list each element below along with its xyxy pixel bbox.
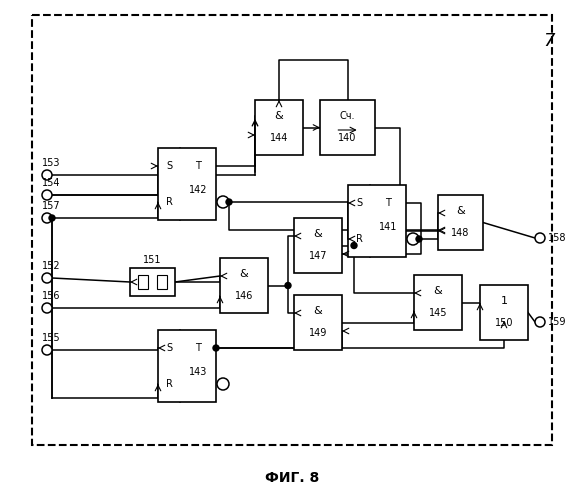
Bar bbox=[348, 185, 406, 257]
Text: 155: 155 bbox=[42, 333, 61, 343]
Circle shape bbox=[42, 303, 52, 313]
Circle shape bbox=[49, 215, 55, 221]
Circle shape bbox=[351, 242, 357, 248]
Circle shape bbox=[213, 345, 219, 351]
Bar bbox=[294, 218, 342, 273]
Text: T: T bbox=[385, 198, 391, 208]
Bar bbox=[158, 148, 216, 220]
Bar bbox=[32, 15, 552, 445]
Text: 157: 157 bbox=[42, 201, 61, 211]
Text: 141: 141 bbox=[379, 222, 397, 232]
Circle shape bbox=[416, 236, 422, 242]
Circle shape bbox=[42, 170, 52, 180]
Circle shape bbox=[535, 233, 545, 243]
Text: R: R bbox=[165, 197, 172, 207]
Text: R: R bbox=[356, 234, 363, 244]
Text: 145: 145 bbox=[429, 308, 447, 318]
Text: 149: 149 bbox=[309, 328, 327, 338]
Text: &: & bbox=[274, 111, 283, 121]
Text: 1: 1 bbox=[500, 296, 507, 306]
Text: &: & bbox=[314, 229, 322, 239]
Text: 153: 153 bbox=[42, 158, 61, 168]
Text: 147: 147 bbox=[309, 251, 327, 261]
Text: 159: 159 bbox=[548, 317, 566, 327]
Bar bbox=[438, 195, 483, 250]
Text: 151: 151 bbox=[143, 255, 162, 265]
Text: &: & bbox=[456, 206, 465, 216]
Circle shape bbox=[42, 213, 52, 223]
Text: 150: 150 bbox=[495, 318, 513, 328]
Text: 144: 144 bbox=[270, 133, 288, 143]
Text: T: T bbox=[195, 343, 201, 353]
Text: S: S bbox=[356, 198, 362, 208]
Circle shape bbox=[42, 345, 52, 355]
Text: &: & bbox=[314, 306, 322, 316]
Bar bbox=[480, 285, 528, 340]
Circle shape bbox=[217, 196, 229, 208]
Bar bbox=[220, 258, 268, 313]
Text: 154: 154 bbox=[42, 178, 61, 188]
Text: 152: 152 bbox=[42, 261, 61, 271]
Text: 7: 7 bbox=[543, 32, 554, 50]
Text: 158: 158 bbox=[548, 233, 566, 243]
Text: 142: 142 bbox=[189, 185, 207, 195]
Bar bbox=[138, 275, 148, 289]
Text: ФИГ. 8: ФИГ. 8 bbox=[265, 471, 319, 485]
Text: 148: 148 bbox=[451, 228, 470, 238]
Circle shape bbox=[226, 199, 232, 205]
Text: 143: 143 bbox=[189, 367, 207, 377]
Circle shape bbox=[535, 317, 545, 327]
Text: &: & bbox=[239, 269, 248, 279]
Text: S: S bbox=[166, 343, 172, 353]
Bar bbox=[130, 268, 175, 296]
Circle shape bbox=[285, 282, 291, 288]
Bar bbox=[157, 275, 167, 289]
Text: T: T bbox=[195, 161, 201, 171]
Circle shape bbox=[407, 233, 419, 245]
Text: 156: 156 bbox=[42, 291, 61, 301]
Circle shape bbox=[217, 378, 229, 390]
Bar bbox=[414, 275, 462, 330]
Bar bbox=[158, 330, 216, 402]
Text: Сч.: Сч. bbox=[340, 111, 355, 121]
Text: S: S bbox=[166, 161, 172, 171]
Bar bbox=[320, 100, 375, 155]
Text: 140: 140 bbox=[338, 133, 357, 143]
Bar bbox=[255, 100, 303, 155]
Text: &: & bbox=[434, 286, 442, 296]
Bar bbox=[294, 295, 342, 350]
Text: R: R bbox=[165, 379, 172, 389]
Text: 146: 146 bbox=[235, 291, 253, 301]
Circle shape bbox=[42, 273, 52, 283]
Circle shape bbox=[42, 190, 52, 200]
